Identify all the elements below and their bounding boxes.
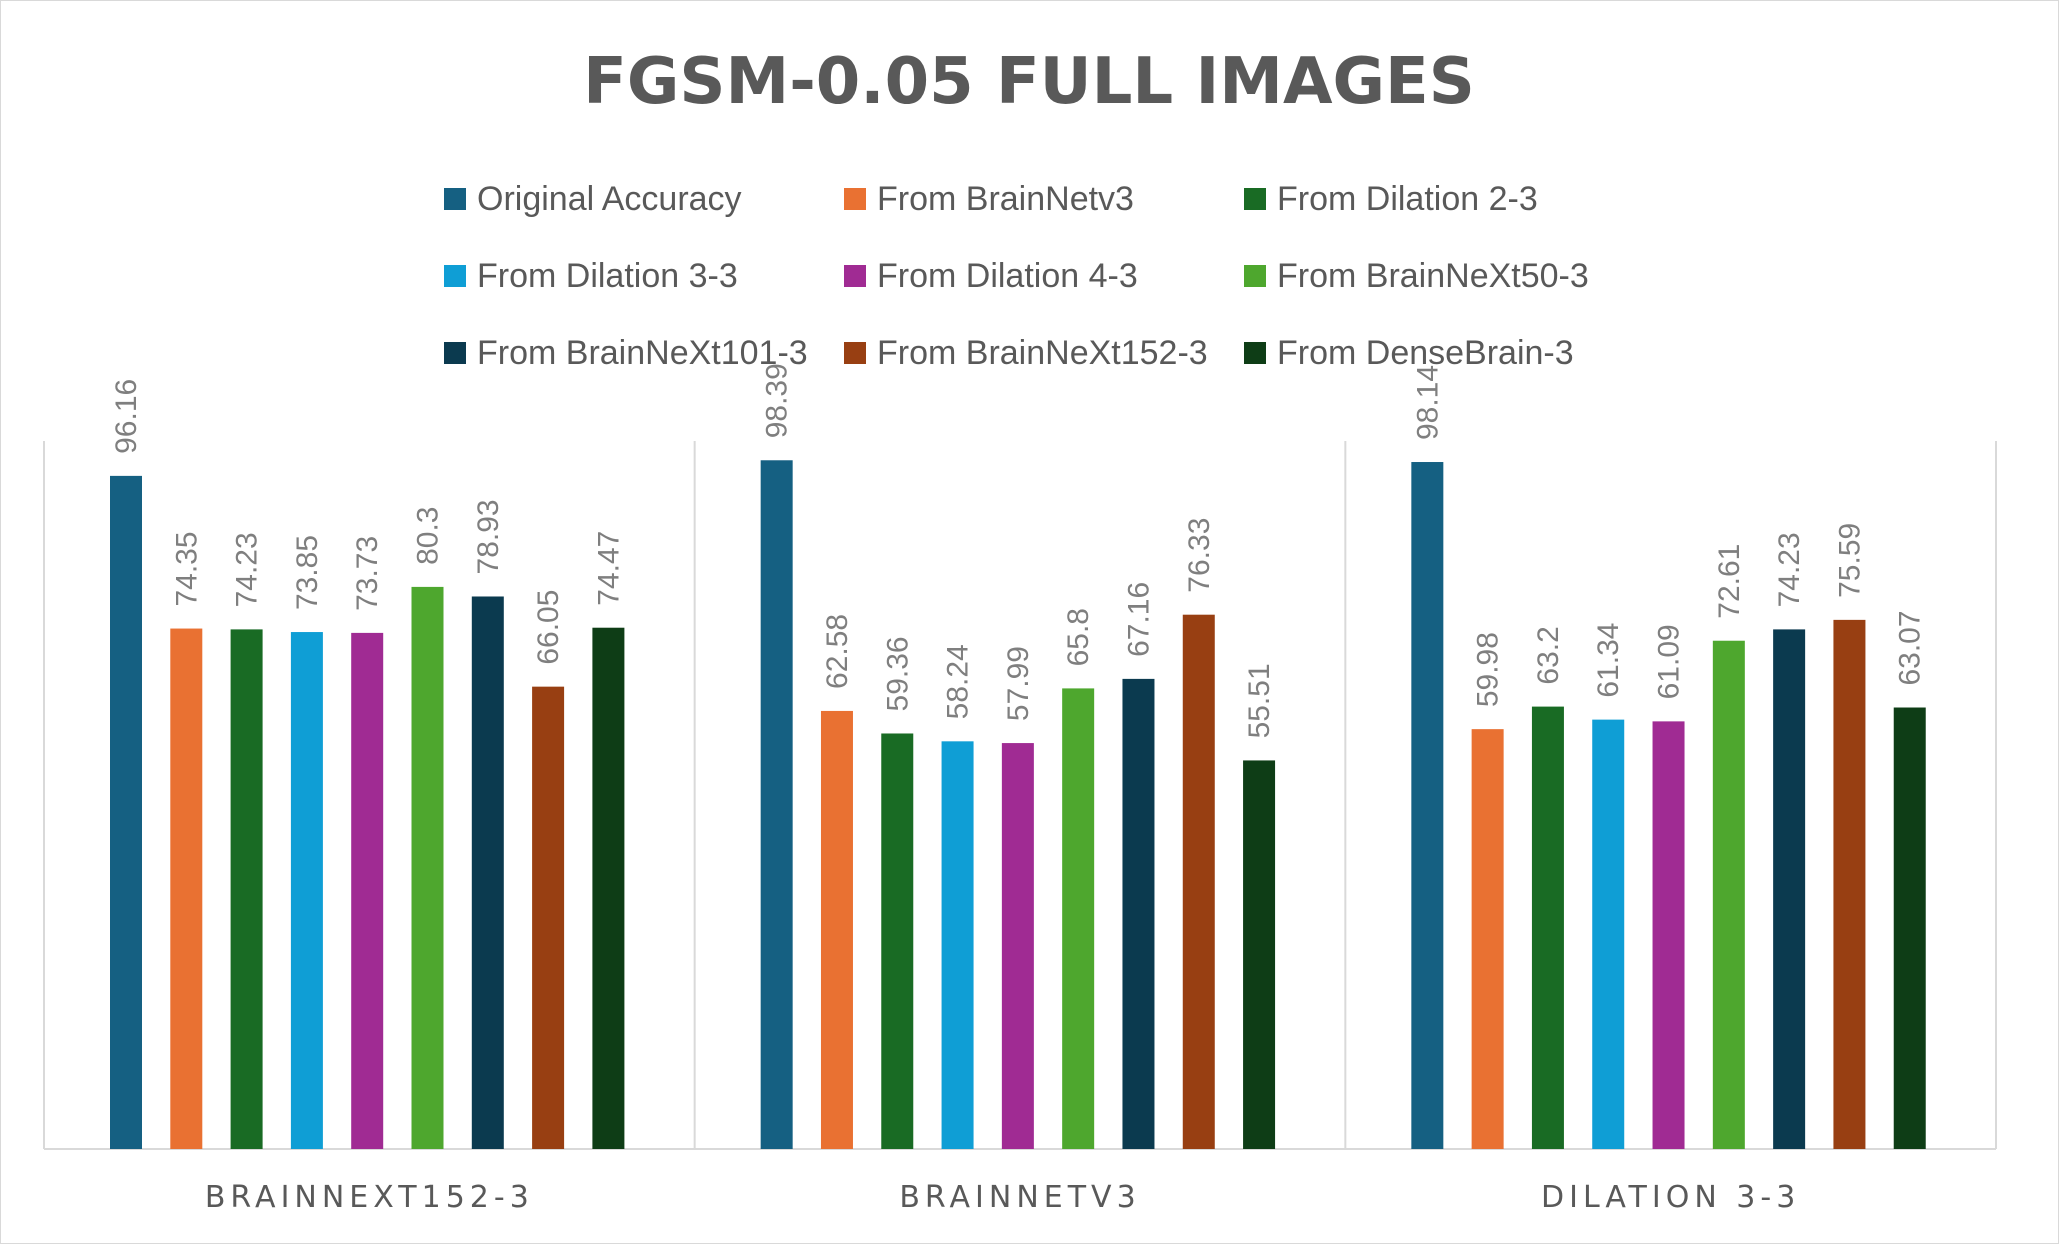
bar: [351, 632, 384, 1149]
legend-item: From Dilation 2-3: [1244, 180, 1538, 218]
bar: [1833, 619, 1866, 1149]
legend-swatch: [844, 265, 866, 287]
legend-swatch: [1244, 342, 1266, 364]
data-label: 62.58: [821, 614, 854, 689]
bar: [1182, 614, 1215, 1149]
data-label: 66.05: [532, 590, 565, 665]
legend-swatch: [1244, 188, 1266, 210]
chart-title: FGSM-0.05 FULL IMAGES: [583, 45, 1475, 119]
data-label: 65.8: [1062, 608, 1095, 666]
data-label: 73.73: [351, 536, 384, 611]
category-labels: BRAINNEXT152-3 BRAINNETV3 DILATION 3-3: [205, 1180, 1800, 1215]
bar: [1652, 721, 1685, 1149]
data-label: 80.3: [412, 507, 445, 565]
data-label: 63.2: [1532, 626, 1565, 684]
data-label: 61.34: [1592, 623, 1625, 698]
legend-item: From BrainNeXt152-3: [844, 334, 1208, 372]
data-label: 78.93: [472, 499, 505, 574]
category-label: BRAINNETV3: [899, 1180, 1140, 1215]
bar: [1001, 743, 1034, 1149]
bar: [230, 629, 263, 1149]
legend-item: From DenseBrain-3: [1244, 334, 1574, 372]
bar: [1712, 640, 1745, 1149]
bar: [1471, 729, 1504, 1149]
legend-label: Original Accuracy: [477, 180, 742, 218]
legend-label: From BrainNeXt50-3: [1277, 257, 1589, 295]
legend-item: From Dilation 4-3: [844, 257, 1138, 295]
data-label: 74.35: [170, 531, 203, 606]
legend-item: From BrainNeXt101-3: [444, 334, 808, 372]
bar: [1122, 678, 1155, 1149]
data-label: 58.24: [942, 644, 975, 719]
data-label: 59.98: [1472, 632, 1505, 707]
legend-item: From Dilation 3-3: [444, 257, 738, 295]
data-label: 73.85: [291, 535, 324, 610]
legend-label: From BrainNetv3: [877, 180, 1134, 218]
data-labels: 96.16 74.35 74.23 73.85 73.73 80.3 78.93 66.05 7…: [110, 363, 1927, 738]
legend-label: From Dilation 4-3: [877, 257, 1138, 295]
legend-label: From BrainNeXt152-3: [877, 334, 1208, 372]
data-label: 98.14: [1411, 365, 1444, 440]
legend-swatch: [444, 188, 466, 210]
legend-swatch: [844, 188, 866, 210]
data-label: 96.16: [110, 379, 143, 454]
legend-swatch: [1244, 265, 1266, 287]
data-label: 75.59: [1833, 523, 1866, 598]
data-label: 63.07: [1894, 610, 1927, 685]
bar: [881, 733, 914, 1149]
legend-item: From BrainNeXt50-3: [1244, 257, 1589, 295]
bar: [1411, 462, 1444, 1149]
data-label: 74.23: [1773, 532, 1806, 607]
data-label: 55.51: [1243, 663, 1276, 738]
data-label: 72.61: [1713, 544, 1746, 619]
bar: [170, 628, 203, 1149]
bar: [820, 710, 853, 1149]
bar: [592, 627, 625, 1149]
bar: [1531, 706, 1564, 1149]
bar: [941, 741, 974, 1149]
data-label: 59.36: [881, 636, 914, 711]
legend-swatch: [444, 265, 466, 287]
data-label: 61.09: [1653, 624, 1686, 699]
legend-label: From DenseBrain-3: [1277, 334, 1574, 372]
bar: [110, 475, 142, 1149]
category-label: DILATION 3-3: [1541, 1180, 1800, 1215]
data-label: 67.16: [1122, 582, 1155, 657]
legend-label: From Dilation 3-3: [477, 257, 738, 295]
bar: [1592, 719, 1625, 1149]
data-label: 57.99: [1002, 646, 1035, 721]
data-label: 76.33: [1183, 518, 1216, 593]
legend-swatch: [444, 342, 466, 364]
bar: [1243, 760, 1276, 1149]
bar: [532, 686, 565, 1149]
legend-item: From BrainNetv3: [844, 180, 1134, 218]
legend-item: Original Accuracy: [444, 180, 742, 218]
category-label: BRAINNEXT152-3: [205, 1180, 534, 1215]
legend-label: From BrainNeXt101-3: [477, 334, 808, 372]
legend: Original Accuracy From BrainNetv3 From Dil…: [444, 180, 1589, 372]
legend-swatch: [844, 342, 866, 364]
bar: [411, 586, 444, 1149]
data-label: 74.23: [231, 532, 264, 607]
data-label: 98.39: [761, 363, 794, 438]
bar: [1893, 707, 1926, 1149]
bar: [1062, 688, 1095, 1149]
legend-label: From Dilation 2-3: [1277, 180, 1538, 218]
bar: [1773, 629, 1806, 1149]
bar: [760, 460, 793, 1149]
bar: [290, 632, 323, 1149]
bar: [471, 596, 504, 1149]
bars: [110, 460, 1926, 1149]
data-label: 74.47: [592, 531, 625, 606]
